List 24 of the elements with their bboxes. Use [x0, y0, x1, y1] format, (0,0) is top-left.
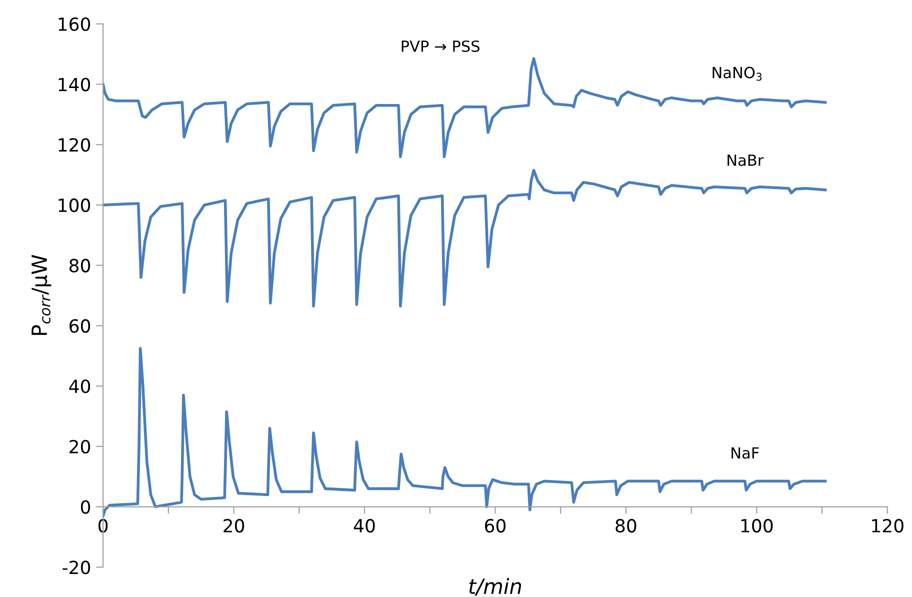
y-tick-label: 60	[70, 319, 90, 333]
series-label: NaNO$_{3}$	[712, 66, 762, 81]
x-axis-title: t/min	[469, 578, 522, 596]
y-tick-label: 80	[70, 258, 90, 272]
x-tick-label: 20	[224, 518, 244, 533]
x-tick-label: 100	[741, 518, 773, 533]
x-tick-label: 80	[616, 518, 636, 533]
y-tick-label: 20	[70, 440, 90, 454]
series-label: NaF	[732, 447, 759, 459]
y-tick-label: 140	[58, 78, 90, 92]
y-tick-label: 120	[58, 138, 90, 152]
annotation: PVP → PSS	[402, 40, 480, 52]
y-tick-label: 160	[58, 17, 90, 31]
y-tick-label: -20	[62, 560, 90, 574]
y-tick-label: 100	[58, 198, 90, 212]
line-series	[103, 168, 827, 308]
line-series	[103, 346, 827, 518]
y-tick-label: 40	[69, 380, 90, 394]
y-axis-title: P$_{corr}$/µW	[32, 254, 52, 335]
series-label: NaBr	[728, 154, 764, 166]
y-tick-label: 0	[80, 500, 90, 514]
x-tick-label: 60	[484, 518, 506, 533]
x-tick-label: 40	[354, 518, 375, 533]
x-tick-label: 120	[872, 518, 904, 533]
